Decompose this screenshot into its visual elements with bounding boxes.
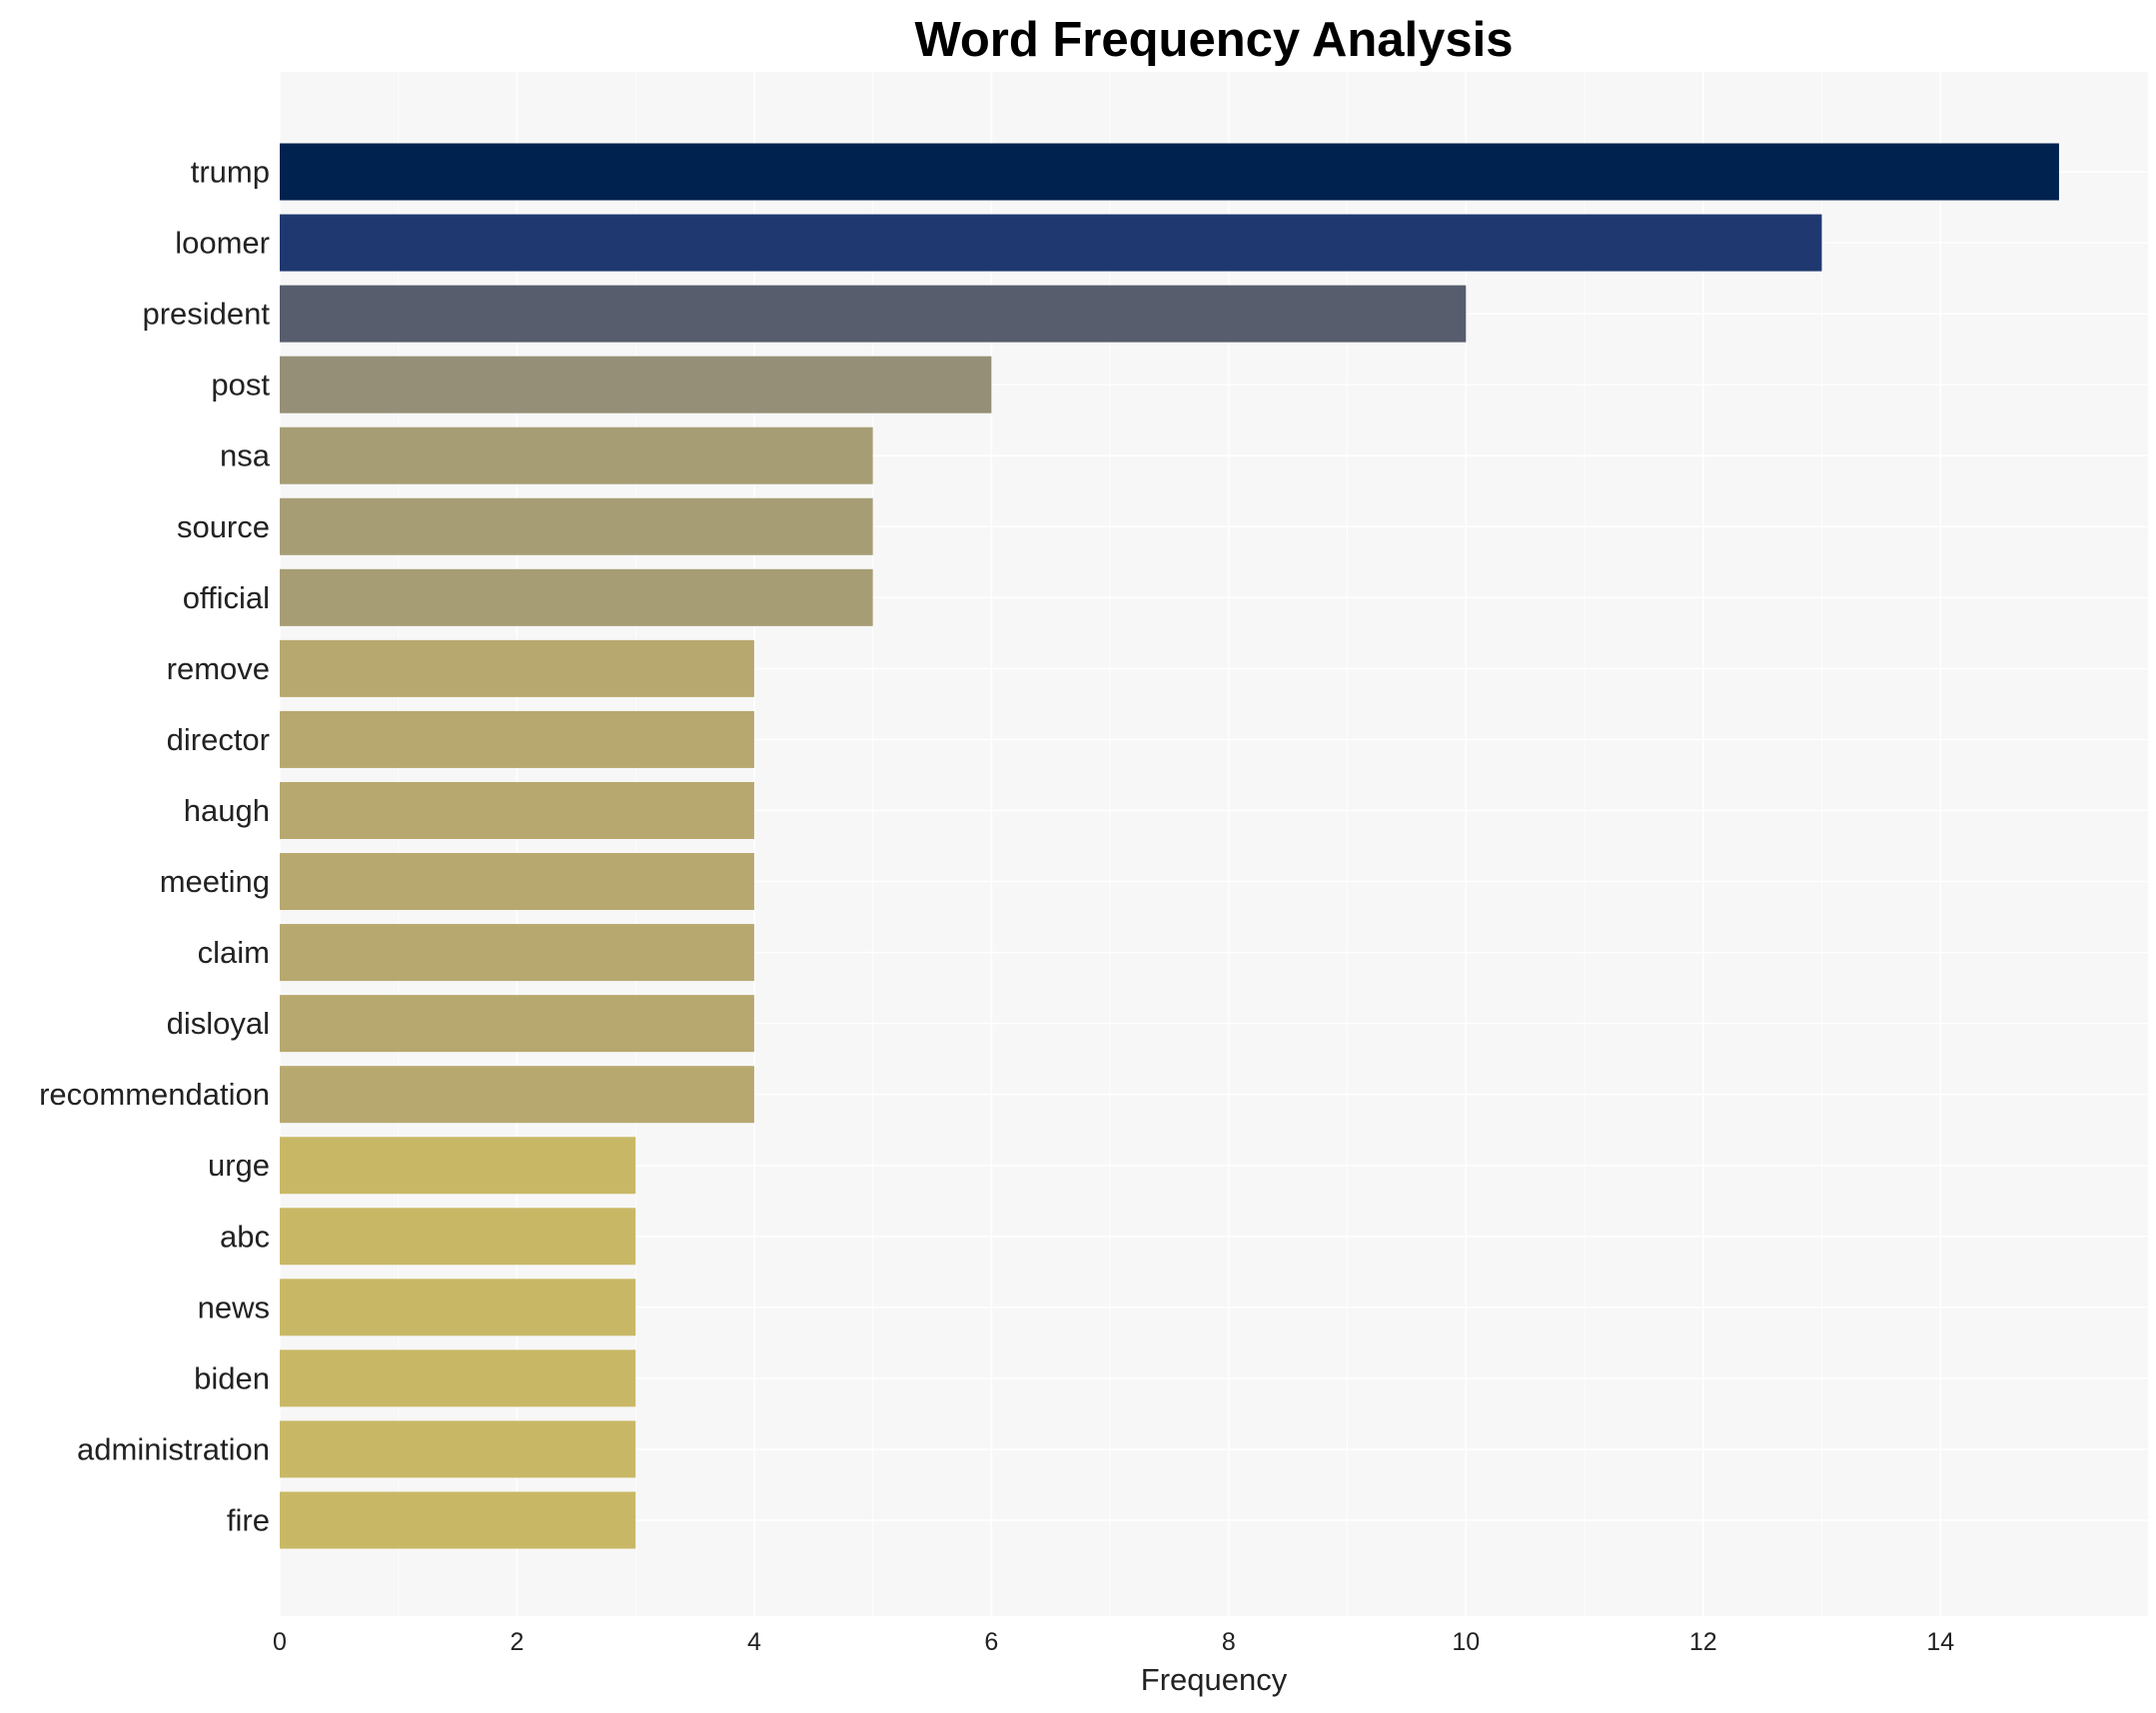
x-tick-label: 2 xyxy=(511,1628,525,1656)
x-tick-label: 12 xyxy=(1689,1628,1717,1656)
y-tick-label: administration xyxy=(77,1431,270,1466)
bar-director xyxy=(280,710,754,768)
y-axis-tick-labels: trump loomer president post nsa source officia… xyxy=(39,155,271,1538)
y-tick-label: fire xyxy=(227,1503,270,1538)
y-tick-label: urge xyxy=(208,1148,270,1183)
y-tick-label: haugh xyxy=(184,793,270,828)
bars xyxy=(280,143,2059,1549)
y-tick-label: nsa xyxy=(220,438,271,473)
y-tick-label: source xyxy=(177,509,270,544)
bar-loomer xyxy=(280,214,1822,272)
bar-source xyxy=(280,497,873,555)
bar-trump xyxy=(280,143,2059,201)
x-tick-label: 14 xyxy=(1926,1628,1954,1656)
bar-meeting xyxy=(280,853,754,911)
y-tick-label: director xyxy=(167,722,270,757)
x-tick-label: 4 xyxy=(747,1628,761,1656)
bar-recommendation xyxy=(280,1066,754,1124)
y-tick-label: abc xyxy=(220,1219,270,1254)
bar-claim xyxy=(280,924,754,982)
y-tick-label: official xyxy=(183,580,270,615)
y-tick-label: president xyxy=(142,297,270,332)
bar-post xyxy=(280,356,992,414)
bar-official xyxy=(280,568,873,626)
x-tick-label: 0 xyxy=(273,1628,287,1656)
bar-abc xyxy=(280,1208,636,1266)
chart-title: Word Frequency Analysis xyxy=(914,13,1513,67)
y-tick-label: recommendation xyxy=(39,1077,270,1112)
bar-nsa xyxy=(280,427,873,484)
y-tick-label: post xyxy=(211,368,270,403)
y-tick-label: disloyal xyxy=(167,1006,270,1041)
y-tick-label: news xyxy=(198,1289,270,1324)
bar-fire xyxy=(280,1491,636,1549)
bar-biden xyxy=(280,1349,636,1407)
x-tick-label: 8 xyxy=(1222,1628,1236,1656)
y-tick-label: remove xyxy=(167,651,270,686)
y-tick-label: trump xyxy=(191,155,270,190)
bar-remove xyxy=(280,639,754,697)
bar-president xyxy=(280,285,1467,343)
x-axis-tick-labels: 0 2 4 6 8 10 12 14 xyxy=(273,1628,1954,1656)
x-tick-label: 6 xyxy=(984,1628,998,1656)
bar-haugh xyxy=(280,781,754,839)
y-tick-label: biden xyxy=(194,1360,270,1395)
y-tick-label: claim xyxy=(198,935,270,970)
y-tick-label: meeting xyxy=(160,864,270,899)
x-tick-label: 10 xyxy=(1452,1628,1480,1656)
bar-disloyal xyxy=(280,995,754,1053)
bar-administration xyxy=(280,1420,636,1478)
x-axis-title: Frequency xyxy=(1141,1662,1288,1697)
y-tick-label: loomer xyxy=(175,226,270,261)
bar-urge xyxy=(280,1137,636,1195)
bar-news xyxy=(280,1279,636,1336)
